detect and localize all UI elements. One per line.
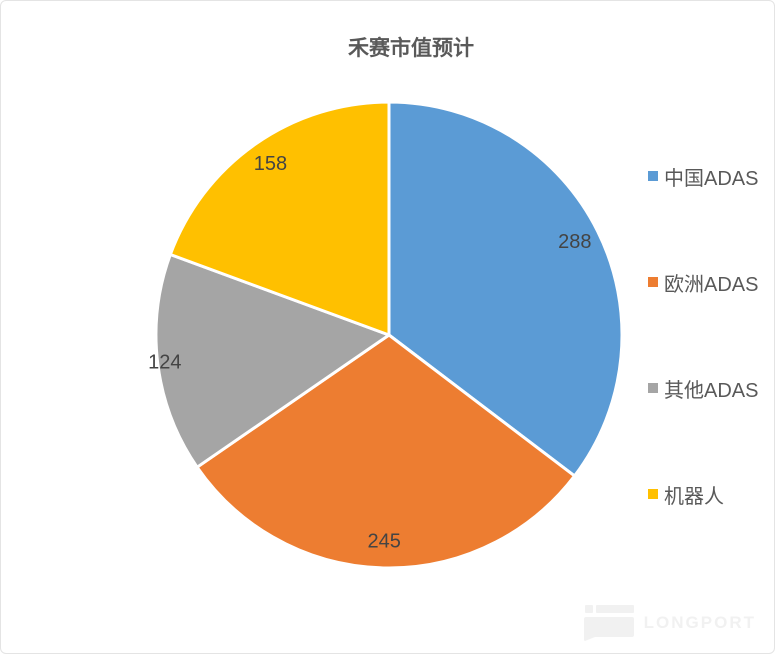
legend-label: 中国ADAS: [664, 167, 759, 190]
legend-item[interactable]: 中国ADAS: [648, 164, 759, 190]
data-label: 245: [368, 531, 401, 553]
legend-item[interactable]: 欧洲ADAS: [648, 270, 759, 296]
pie-slice-3[interactable]: [168, 100, 391, 337]
data-label: 158: [254, 153, 287, 175]
data-label: 288: [558, 231, 591, 253]
legend: 中国ADAS 欧洲ADAS 其他ADAS 机器人: [648, 164, 759, 508]
pie-slice-1[interactable]: [195, 333, 577, 570]
legend-swatch-icon: [648, 383, 658, 393]
legend-label: 欧洲ADAS: [664, 273, 759, 296]
legend-item[interactable]: 其他ADAS: [648, 376, 759, 402]
longport-logo-icon: [583, 605, 634, 641]
chart-title: 禾赛市值预计: [348, 37, 474, 60]
legend-label: 其他ADAS: [664, 379, 759, 402]
pie-slice-0[interactable]: [387, 100, 624, 478]
legend-label: 机器人: [664, 485, 724, 508]
watermark: LONGPORT: [582, 605, 756, 641]
watermark-text: LONGPORT: [643, 613, 756, 632]
pie-slice-2[interactable]: [154, 253, 391, 469]
legend-swatch-icon: [648, 489, 658, 499]
data-label: 124: [148, 351, 181, 373]
legend-swatch-icon: [648, 171, 658, 181]
legend-item[interactable]: 机器人: [648, 482, 758, 508]
legend-swatch-icon: [648, 277, 658, 287]
